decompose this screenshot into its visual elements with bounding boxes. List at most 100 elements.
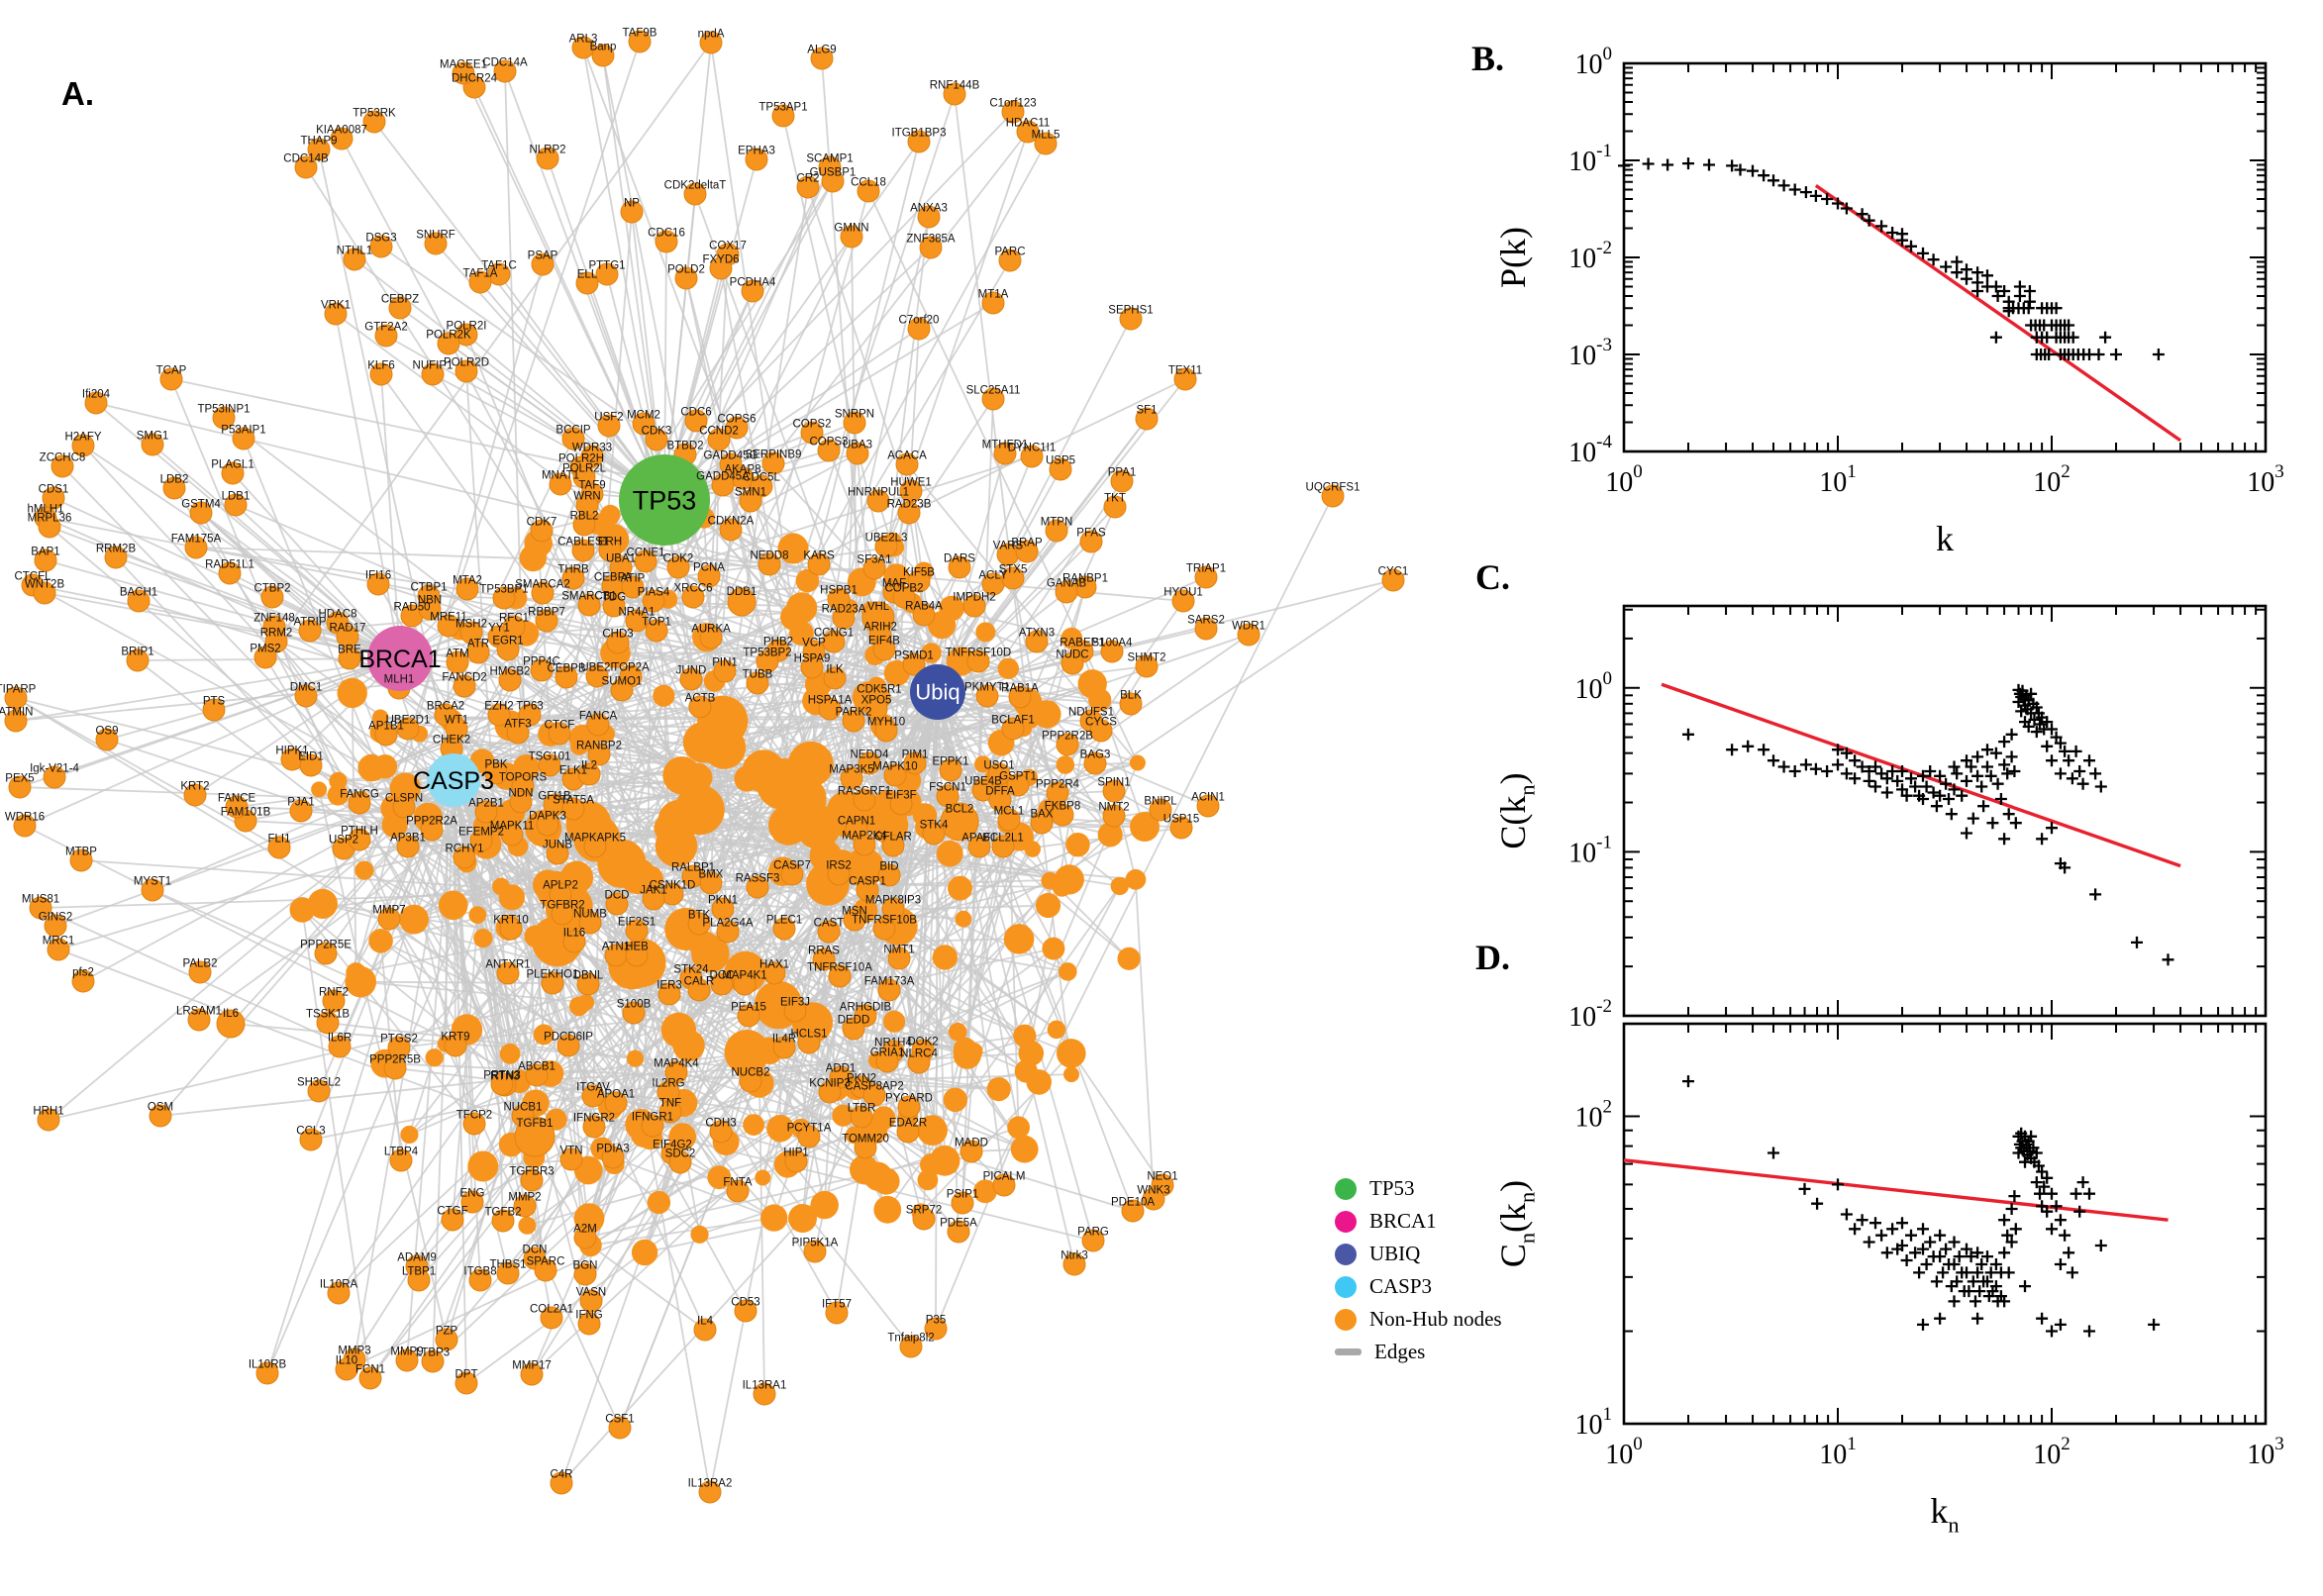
scatter-point [1832,758,1844,771]
network-edge [930,652,946,1161]
scatter-point [2046,754,2058,767]
legend-item-tp53: TP53 [1335,1172,1502,1205]
scatter-point [2066,772,2078,785]
ubiq-hub-swatch-icon [1335,1243,1357,1265]
network-node-unlabeled [683,762,713,793]
legend-item-ubiq: UBIQ [1335,1238,1502,1270]
scatter-point [2002,808,2015,821]
network-node-unlabeled [354,860,374,880]
scatter-point [2152,349,2165,360]
scatter-point [1863,1236,1875,1248]
scatter-point [1940,777,1953,790]
network-edge [930,586,1086,1165]
scatter-point [2094,1240,2107,1251]
panel-label-a: A. [61,75,94,112]
scatter-point [2073,1205,2086,1218]
axis-tick-label: 101 [1819,1434,1857,1470]
scatter-point [1917,1223,1929,1236]
scatter-point [2046,1187,2058,1200]
scatter-point [2054,1318,2067,1331]
scatter-point [1930,1275,1943,1288]
plot-ticks [1623,606,2267,1017]
scatter-point [1940,260,1953,273]
network-edge [935,1127,1020,1330]
network-edge [587,567,875,1171]
plot-ticks [1623,1023,2267,1425]
scatter-point [2046,1325,2058,1338]
network-node-unlabeled [850,1154,879,1185]
network-edge [453,779,590,1325]
network-edge [369,993,670,1379]
legend-label: TP53 [1369,1176,1415,1200]
scatter-points [1618,157,2165,360]
axis-tick-label: 102 [1575,1096,1613,1133]
network-node-unlabeled [1065,833,1090,857]
scatter-point [1856,1214,1868,1227]
network-edge [589,1245,706,1331]
y-axis-title: P(k) [1493,227,1533,288]
network-edge [354,824,396,973]
scatter-point [1940,1243,1953,1255]
scatter-point [2046,1223,2058,1236]
network-edge [384,111,1014,767]
network-edge [710,42,795,618]
axis-tick-label: 103 [2247,1434,2284,1470]
scatter-point [1961,774,1972,787]
scatter-point [1811,1197,1824,1210]
network-edge [462,72,665,501]
scatter-point [1998,1214,2011,1227]
legend-item-brca1: BRCA1 [1335,1205,1502,1238]
scatter-point [1880,1247,1893,1259]
network-edge [15,657,401,722]
x-axis-title: k [1936,519,1954,558]
scatter-point [1768,754,1779,767]
scatter-point [1948,1295,1961,1308]
network-edge [584,1150,972,1239]
scatter-point [1934,1312,1947,1325]
network-edge [747,1050,999,1090]
scatter-point [2076,777,2089,790]
scatter-point [1948,1236,1961,1248]
edge-swatch-icon [1335,1348,1362,1355]
scatter-point [2019,1280,2031,1293]
network-edge [937,691,1094,1242]
network-edge [335,313,401,659]
scatter-point [1875,1229,1888,1242]
network-node-unlabeled [1035,892,1061,919]
network-node-unlabeled [327,784,350,806]
network-edge [380,373,401,659]
scatter-point [1777,179,1790,192]
network-node-unlabeled [742,749,785,793]
scatter-point [1777,760,1790,773]
network-edge [360,980,586,1004]
scatter-point [1758,744,1770,756]
network-edge [663,141,920,501]
network-edge [40,907,386,1065]
network-edge [511,727,1024,899]
network-edge [546,452,858,622]
network-edge [400,812,513,1161]
network-edge [380,246,862,583]
network-edge [301,909,371,1379]
legend-label: Non-Hub nodes [1369,1307,1502,1331]
legend-label: Edges [1374,1340,1426,1363]
network-edge [534,695,665,1259]
casp3-hub-swatch-icon [1335,1275,1357,1298]
network-node-unlabeled [368,929,393,953]
scatter-point [1682,157,1694,170]
plot-frame [1622,604,2268,1018]
network-edge [432,779,454,1362]
scatter-point [1869,780,1881,793]
scatter-point [1986,817,1999,830]
network-edge [380,373,855,1030]
network-edge [937,665,1148,693]
network-edge [453,779,747,1312]
scatter-point [1971,750,1984,763]
scatter-point [1662,158,1674,171]
network-edge [360,798,615,1165]
network-node-unlabeled [1057,1039,1086,1068]
network-node-unlabeled [975,622,996,643]
scatter-point [1788,765,1801,777]
